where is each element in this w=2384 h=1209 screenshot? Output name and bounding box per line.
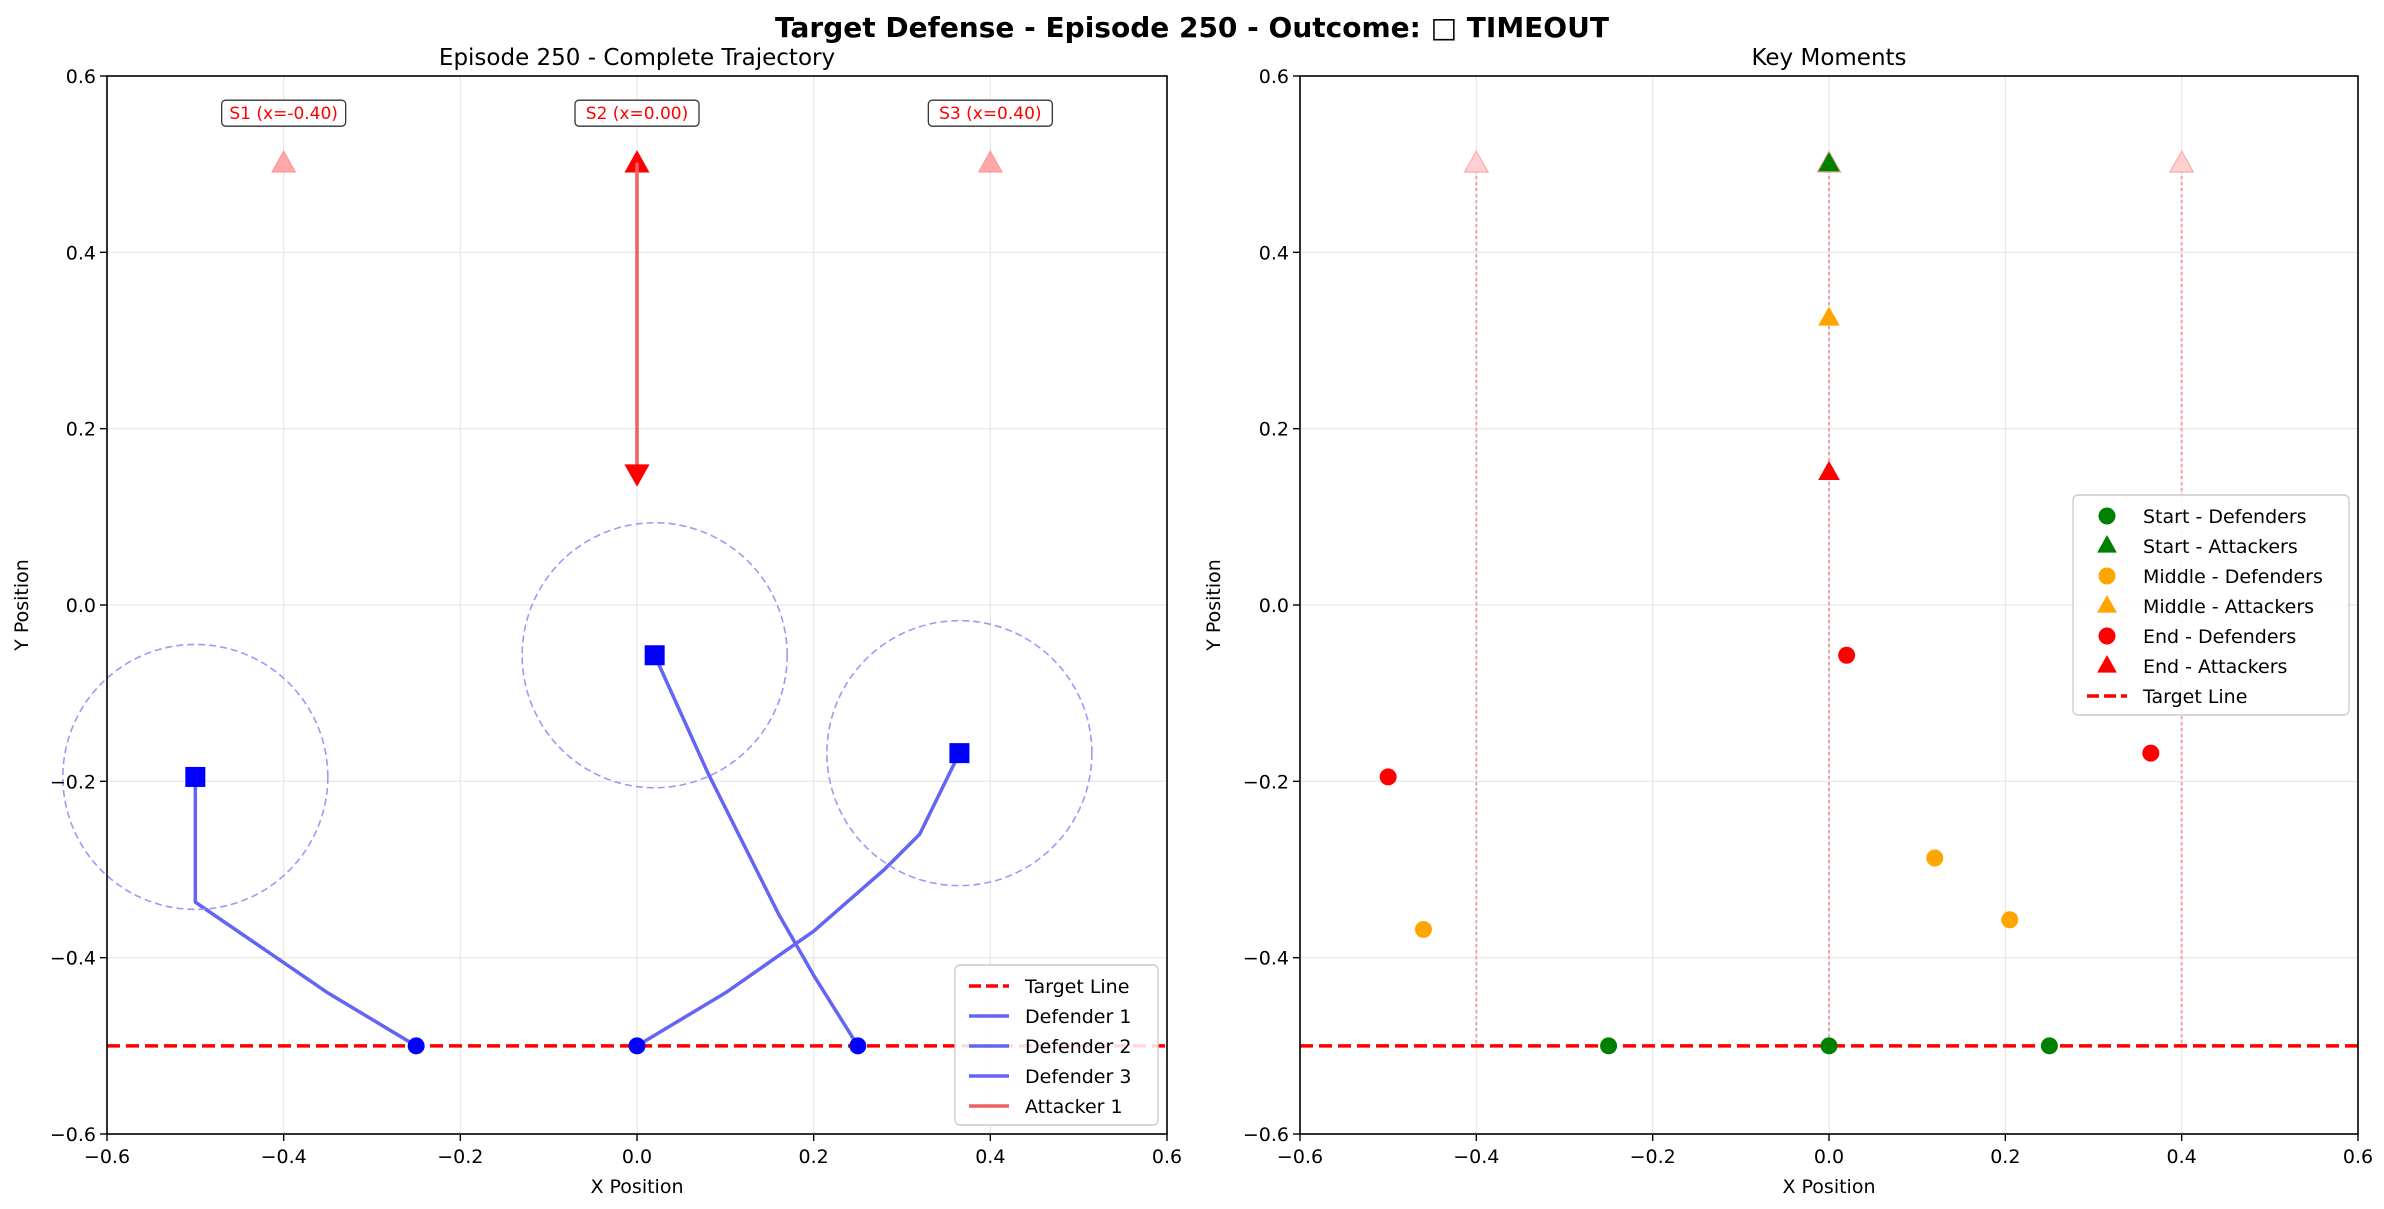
capture-radius-circle [521,521,788,789]
legend: Start - Defenders Start - Attackers Middle… [2072,494,2350,716]
legend-label: Target Line [1024,976,1129,998]
trajectory-path [652,653,860,1048]
x-tick-label: −0.2 [437,1146,483,1168]
capture-radius-circle [826,619,1093,887]
key-moment-attacker-marker [1818,306,1840,326]
attacker-end-marker [624,464,650,487]
key-moment-defender-marker [1600,1037,1618,1055]
y-tick-label: 0.0 [66,595,96,617]
x-tick-label: 0.0 [1814,1146,1844,1168]
legend-label: Middle - Defenders [2143,566,2323,588]
legend-box [954,964,1159,1126]
y-tick-label: 0.4 [66,242,96,264]
legend-handle [2097,655,2117,673]
key-moment-defender-marker [2001,911,2019,929]
y-axis-label: Y Position [1203,559,1225,652]
x-tick-label: 0.2 [799,1146,829,1168]
y-tick-label: −0.6 [50,1124,96,1146]
axes-title: Key Moments [1751,45,1906,71]
legend-label: Target Line [2142,686,2247,708]
spawn-label: S2 (x=0.00) [586,104,688,124]
legend-handle [2098,627,2116,645]
y-tick-label: −0.6 [1243,1124,1289,1146]
y-tick-label: 0.6 [1259,66,1289,88]
x-axis-label: X Position [590,1176,683,1198]
legend-handle [2097,535,2117,553]
x-tick-label: 0.4 [2167,1146,2197,1168]
key-moment-defender-marker [1926,849,1944,867]
figure-title: Target Defense - Episode 250 - Outcome: … [775,11,1609,44]
x-tick-label: 0.6 [2343,1146,2373,1168]
y-tick-label: −0.2 [50,771,96,793]
y-tick-label: −0.4 [1243,948,1289,970]
defender-start-marker [407,1037,425,1055]
y-tick-label: 0.2 [1259,419,1289,441]
y-tick-label: −0.2 [1243,771,1289,793]
x-tick-label: −0.2 [1630,1146,1676,1168]
key-moment-defender-marker [1379,768,1397,786]
axes-title: Episode 250 - Complete Trajectory [439,45,835,71]
legend-label: End - Attackers [2143,656,2287,678]
y-axis-label: Y Position [11,559,33,652]
x-axis-label: X Position [1782,1176,1875,1198]
x-tick-label: 0.0 [622,1146,652,1168]
y-tick-label: 0.0 [1259,595,1289,617]
y-tick-label: −0.4 [50,948,96,970]
y-tick-label: 0.4 [1259,242,1289,264]
key-moment-attacker-marker [1818,460,1840,480]
x-tick-label: −0.6 [84,1146,130,1168]
key-moment-attacker-marker [1818,152,1840,172]
defender-start-marker [628,1037,646,1055]
key-moments-axes: −0.6 −0.4 −0.2 0.0 0.2 0.4 0.6 −0.6 −0.4 −0.2 0.0 0… [1203,45,2373,1198]
legend-box [2072,494,2350,716]
spawn-point-marker [271,150,297,173]
key-moment-defender-marker [1820,1037,1838,1055]
trajectory-path [635,751,962,1048]
legend-label: Defender 1 [1025,1006,1131,1028]
x-tick-label: 0.6 [1152,1146,1182,1168]
y-tick-label: 0.2 [66,419,96,441]
legend-handle [2098,507,2116,525]
trajectory-axes: S1 (x=-0.40) S2 (x=0.00) S3 (x=0.40) −0.6−… [11,45,1182,1198]
key-moment-defender-marker [1414,920,1432,938]
legend-label: Start - Attackers [2143,536,2298,558]
spawn-label-box [574,99,700,127]
defender-end-marker [644,645,665,666]
key-moment-defender-marker [1838,646,1856,664]
trajectory-path [193,775,418,1048]
capture-radius-circle [62,643,329,911]
plot-content: S1 (x=-0.40) S2 (x=0.00) S3 (x=0.40) [62,99,1167,1055]
x-tick-label: −0.4 [1453,1146,1499,1168]
key-moment-defender-marker [2040,1037,2058,1055]
legend-label: Start - Defenders [2143,506,2307,528]
spawn-label-box [221,99,347,127]
legend-handle [2097,595,2117,613]
spawn-label-box [927,99,1053,127]
key-moment-defender-marker [2142,744,2160,762]
defender-start-marker [849,1037,867,1055]
x-tick-label: −0.6 [1277,1146,1323,1168]
legend-label: Middle - Attackers [2143,596,2314,618]
legend: Target Line Defender 1 Defender 2 Defender … [954,964,1159,1126]
legend-label: Defender 2 [1025,1036,1131,1058]
legend-label: Defender 3 [1025,1066,1131,1088]
x-tick-label: 0.4 [975,1146,1005,1168]
spawn-point-marker [2168,149,2195,173]
spawn-point-marker [1463,149,1490,173]
tick-labels: −0.6 −0.4 −0.2 0.0 0.2 0.4 0.6 −0.6 −0.4 −0.2 0.0 0… [50,66,1182,1168]
spawn-point-marker [977,150,1003,173]
x-tick-label: 0.2 [1990,1146,2020,1168]
legend-handle [2098,567,2116,585]
tick-labels: −0.6 −0.4 −0.2 0.0 0.2 0.4 0.6 −0.6 −0.4 −0.2 0.0 0… [1243,66,2373,1168]
defender-end-marker [949,743,970,764]
defender-end-marker [185,766,206,787]
legend-label: End - Defenders [2143,626,2296,648]
x-tick-label: −0.4 [261,1146,307,1168]
spawn-label: S1 (x=-0.40) [229,104,338,124]
spawn-label: S3 (x=0.40) [939,104,1041,124]
y-tick-label: 0.6 [66,66,96,88]
legend-label: Attacker 1 [1025,1096,1123,1118]
